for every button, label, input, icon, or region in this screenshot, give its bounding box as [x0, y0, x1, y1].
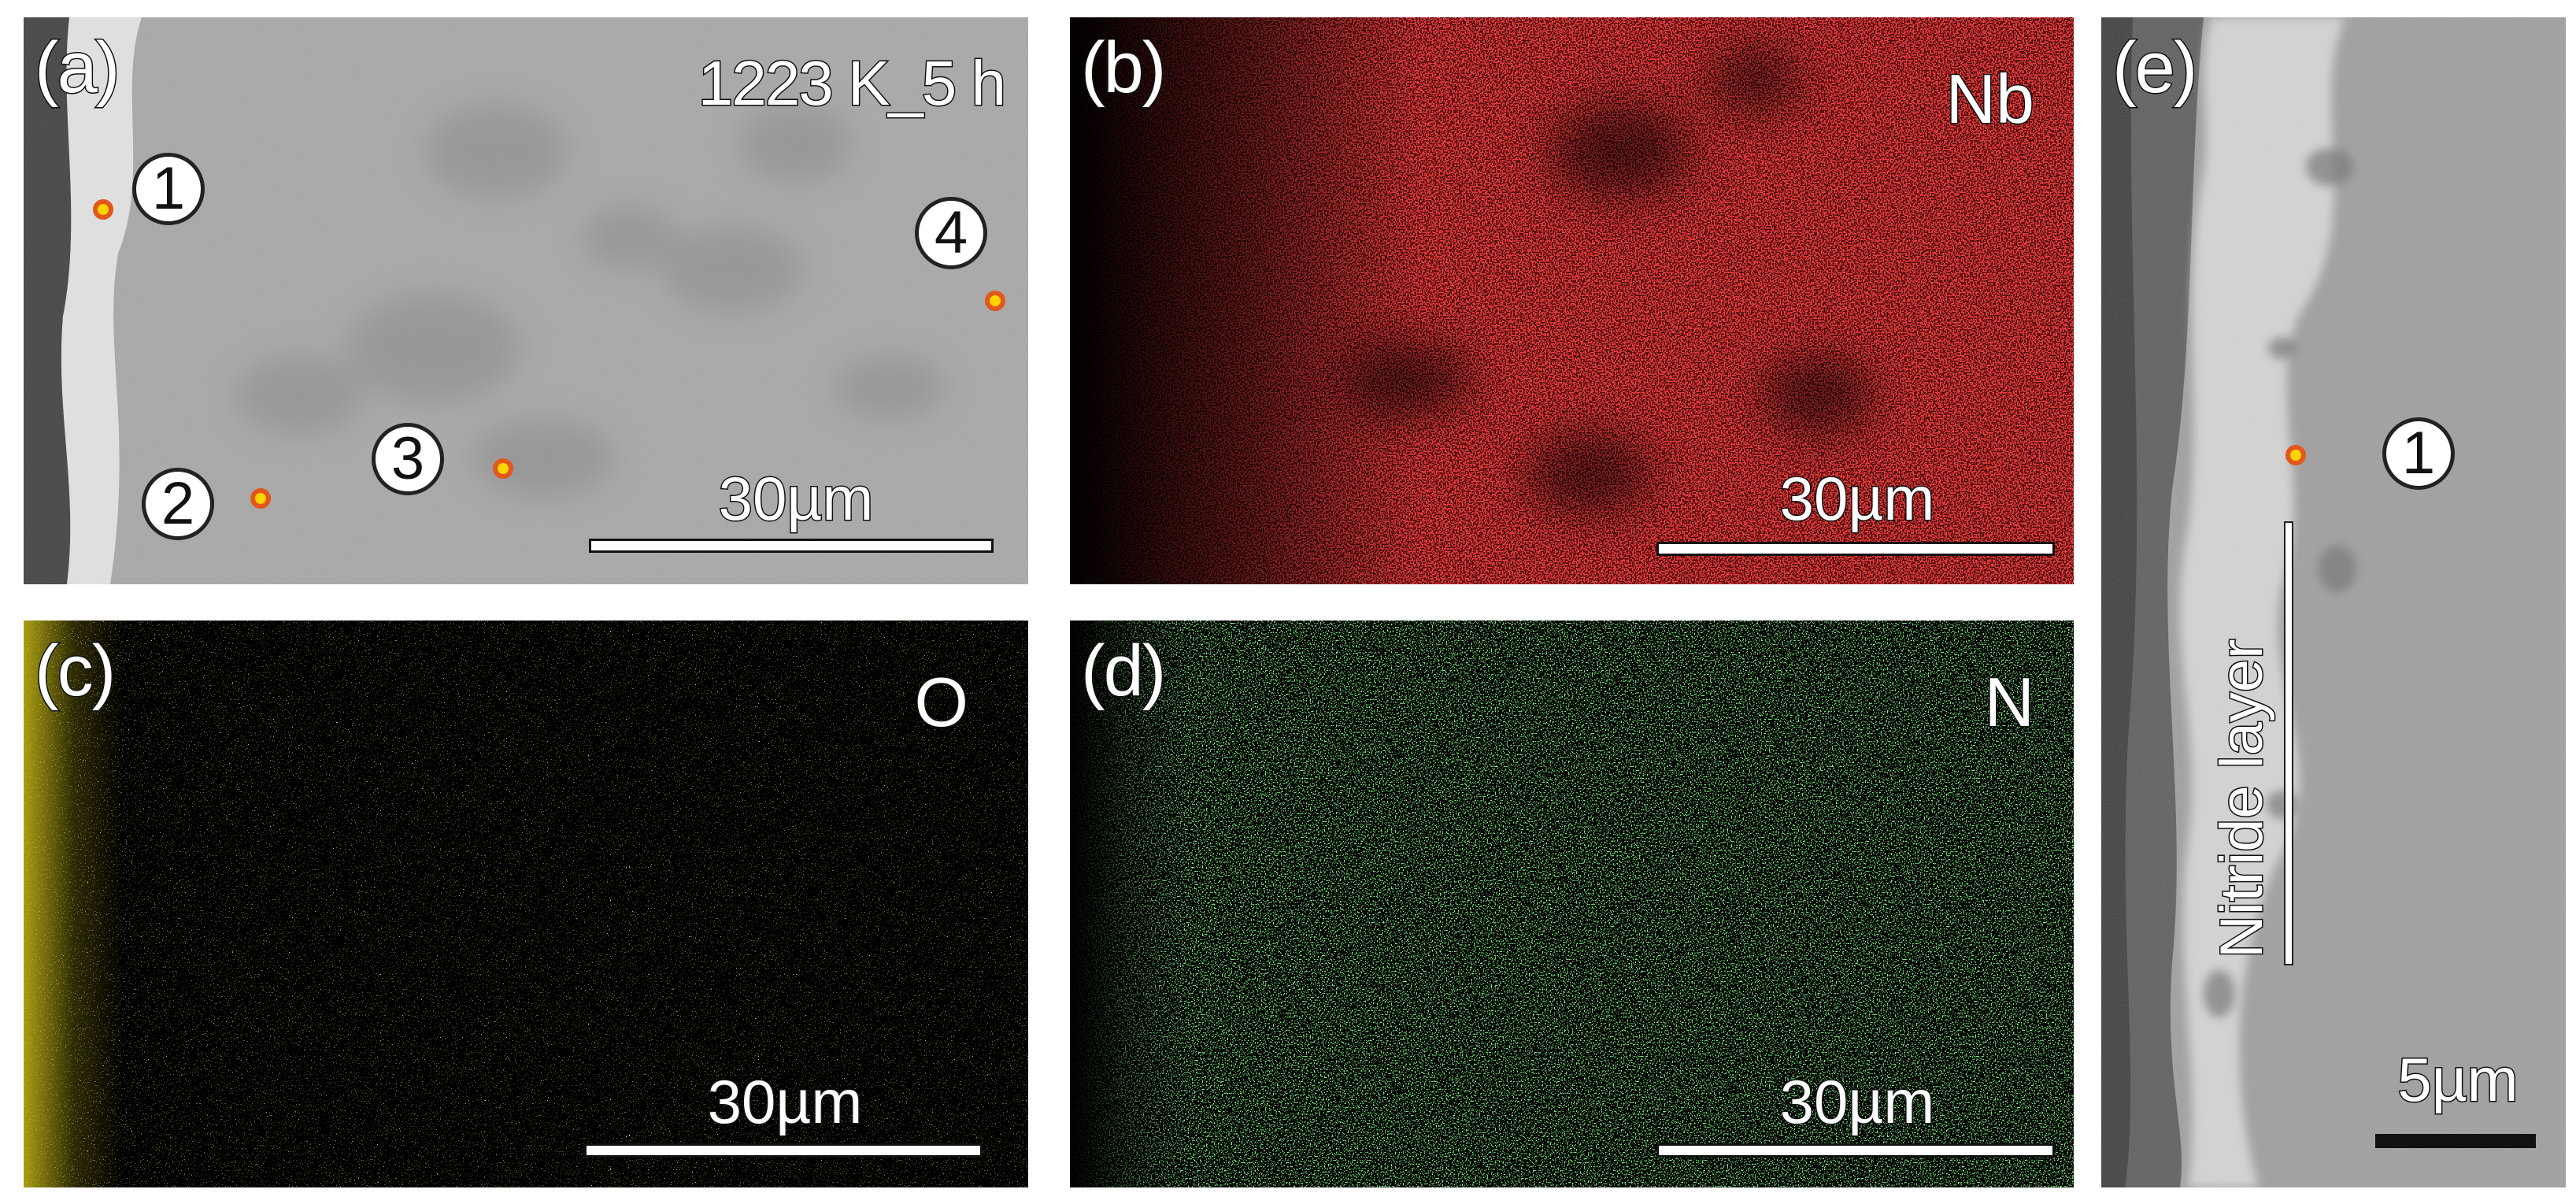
sem-micrograph-e — [2101, 17, 2566, 1187]
sem-image-panel-a: (a) 1223 K_5 h 1 2 3 4 30µm — [24, 17, 1028, 584]
scale-bar-c — [584, 1143, 983, 1158]
scale-bar-d — [1656, 1143, 2055, 1158]
panel-label-c: (c) — [33, 631, 117, 711]
sem-image-panel-e: (e) 1 Nitride layer 5µm — [2101, 17, 2566, 1187]
point-label-1: 1 — [132, 153, 205, 225]
element-label-nb: Nb — [1945, 60, 2035, 138]
panel-label-e: (e) — [2111, 28, 2198, 108]
element-label-n: N — [1983, 663, 2036, 741]
measurement-point-3 — [493, 458, 513, 479]
condition-title: 1223 K_5 h — [697, 48, 1007, 118]
scale-bar-e — [2375, 1134, 2536, 1148]
measurement-point-4 — [985, 291, 1005, 311]
n-distribution-image — [1070, 621, 2074, 1187]
measurement-point-2 — [250, 488, 271, 509]
point-label-3: 3 — [372, 423, 444, 495]
scale-bar-a — [589, 539, 994, 553]
o-distribution-image — [24, 621, 1028, 1187]
point-label-2: 2 — [142, 468, 214, 540]
panel-label-b: (b) — [1079, 28, 1167, 108]
eds-map-n: (d) N 30µm — [1070, 621, 2074, 1187]
scale-bar-label-e: 5µm — [2396, 1045, 2519, 1114]
element-label-o: O — [913, 663, 969, 741]
scale-bar-label-b: 30µm — [1778, 464, 1936, 533]
eds-map-nb: (b) Nb 30µm — [1070, 17, 2074, 584]
scale-bar-label-c: 30µm — [706, 1067, 864, 1136]
measurement-point-1 — [93, 199, 113, 220]
panel-label-d: (d) — [1079, 631, 1167, 711]
scale-bar-label-d: 30µm — [1778, 1067, 1936, 1136]
panel-label-a: (a) — [33, 28, 120, 108]
nitride-layer-bar — [2284, 521, 2293, 965]
eds-map-o: (c) O 30µm — [24, 621, 1028, 1187]
scale-bar-b — [1656, 542, 2055, 556]
nitride-layer-label: Nitride layer — [2208, 638, 2277, 959]
nb-distribution-image — [1070, 17, 2074, 584]
measurement-point-e-1 — [2285, 445, 2306, 465]
point-label-4: 4 — [915, 197, 987, 269]
point-label-e-1: 1 — [2382, 417, 2455, 490]
scale-bar-label-a: 30µm — [717, 464, 875, 533]
